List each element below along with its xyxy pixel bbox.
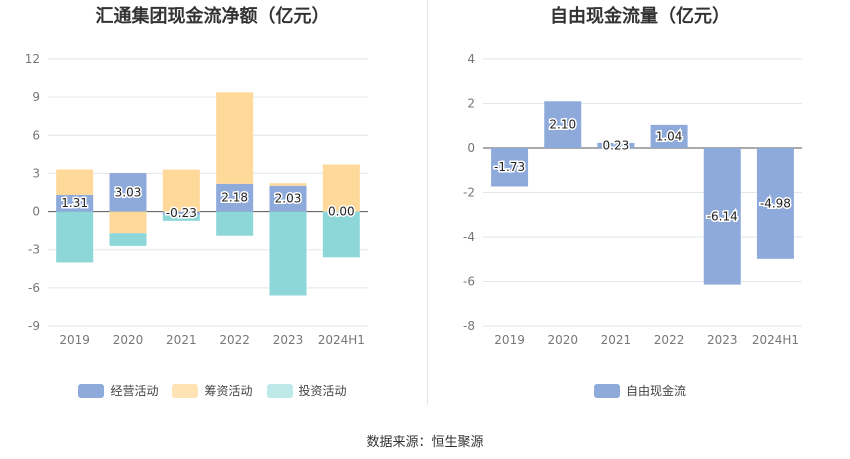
bar-筹资活动-2020 <box>109 211 147 234</box>
data-label: 2.18 <box>221 191 248 205</box>
x-tick-label: 2020 <box>113 333 144 347</box>
cash-flow-net-panel: 汇通集团现金流净额（亿元） 12 9 6 3 0 -3 -6 -9 1.31 3.03 -0.23 2… <box>0 0 425 410</box>
bar-筹资活动-2022 <box>216 92 254 184</box>
legend-item-operating[interactable]: 经营活动 <box>78 382 158 399</box>
legend-label: 经营活动 <box>110 384 159 398</box>
panel-divider <box>427 0 428 405</box>
legend-swatch <box>266 383 293 398</box>
x-tick-label: 2022 <box>219 333 250 347</box>
data-label: 2.03 <box>275 192 302 206</box>
x-tick-label: 2019 <box>494 333 525 347</box>
y-tick-label: 0 <box>467 141 475 155</box>
bar-经营活动-2023 <box>269 185 307 212</box>
bar-经营活动-2022 <box>216 183 254 212</box>
y-tick-label: -3 <box>28 243 40 257</box>
y-tick-label: -4 <box>463 230 475 244</box>
bar-经营活动-2021 <box>162 211 200 215</box>
x-tick-label: 2023 <box>707 333 738 347</box>
x-tick-label: 2024H1 <box>318 333 365 347</box>
cash-flow-net-chart: 12 9 6 3 0 -3 -6 -9 1.31 3.03 -0.23 2.18 2.03 0.00 201… <box>25 52 368 347</box>
legend-swatch <box>593 383 620 398</box>
y-tick-label: -6 <box>28 281 40 295</box>
bar-经营活动-2019 <box>56 194 94 212</box>
free-cash-flow-panel: 自由现金流量（亿元） 4 2 0 -2 -4 -6 -8 -1.73 2.10 0.23 1.04 -… <box>430 0 850 410</box>
legend-item-free-cash-flow[interactable]: 自由现金流 <box>593 382 686 399</box>
data-label: 2.10 <box>549 118 576 132</box>
legend-label: 投资活动 <box>298 384 347 398</box>
y-tick-label: 12 <box>25 52 40 66</box>
data-label: -6.14 <box>707 209 738 223</box>
bar-筹资活动-2024H1 <box>322 164 360 212</box>
y-tick-label: 2 <box>467 97 475 111</box>
x-tick-label: 2019 <box>59 333 90 347</box>
data-label: 3.03 <box>115 185 142 199</box>
legend-item-financing[interactable]: 筹资活动 <box>172 382 253 399</box>
legend-label: 自由现金流 <box>625 384 686 398</box>
bar-筹资活动-2019 <box>56 169 94 195</box>
data-label: -4.98 <box>760 196 791 210</box>
bar-投资活动-2020 <box>109 233 147 246</box>
free-cash-flow-chart: 4 2 0 -2 -4 -6 -8 -1.73 2.10 0.23 1.04 -6.14 -4.98 20… <box>463 52 802 347</box>
y-tick-label: 0 <box>32 205 40 219</box>
bar-自由现金流-2021 <box>597 142 635 148</box>
chart-title: 汇通集团现金流净额（亿元） <box>95 6 330 27</box>
x-tick-label: 2021 <box>601 333 632 347</box>
y-tick-label: -9 <box>28 319 40 333</box>
y-tick-label: 3 <box>32 166 40 180</box>
data-label: 0.00 <box>328 205 355 219</box>
bar-自由现金流-2023 <box>703 148 741 285</box>
y-tick-label: -6 <box>463 275 475 289</box>
data-label: -0.23 <box>166 206 197 220</box>
bar-筹资活动-2023 <box>269 183 307 186</box>
y-tick-label: 6 <box>32 128 40 142</box>
legend-swatch <box>172 383 199 398</box>
bar-自由现金流-2024H1 <box>756 148 794 259</box>
legend-item-investing[interactable]: 投资活动 <box>266 382 347 399</box>
bar-经营活动-2020 <box>109 173 147 212</box>
y-tick-label: 9 <box>32 90 40 104</box>
x-tick-label: 2023 <box>273 333 304 347</box>
bar-投资活动-2019 <box>56 211 94 263</box>
legend-label: 筹资活动 <box>204 384 253 398</box>
x-tick-label: 2022 <box>654 333 685 347</box>
bar-自由现金流-2019 <box>491 148 529 187</box>
data-label: 1.04 <box>656 129 683 143</box>
bar-筹资活动-2021 <box>162 169 200 212</box>
chart-title: 自由现金流量（亿元） <box>550 6 730 27</box>
bar-投资活动-2022 <box>216 211 254 236</box>
legend: 经营活动 筹资活动 投资活动 <box>0 382 425 399</box>
x-tick-label: 2020 <box>547 333 578 347</box>
data-source: 数据来源：恒生聚源 <box>366 435 484 450</box>
legend: 自由现金流 <box>430 382 850 399</box>
data-label: -1.73 <box>494 160 525 174</box>
x-tick-label: 2024H1 <box>752 333 799 347</box>
bar-投资活动-2021 <box>162 214 200 221</box>
data-label: 1.31 <box>61 196 88 210</box>
bar-自由现金流-2020 <box>544 101 582 148</box>
y-tick-label: 4 <box>467 52 475 66</box>
legend-swatch <box>78 383 105 398</box>
y-tick-label: -2 <box>463 186 475 200</box>
x-tick-label: 2021 <box>166 333 197 347</box>
data-label: 0.23 <box>603 138 630 152</box>
bar-自由现金流-2022 <box>650 124 688 148</box>
bar-投资活动-2024H1 <box>322 211 360 258</box>
y-tick-label: -8 <box>463 319 475 333</box>
bar-投资活动-2023 <box>269 211 307 296</box>
